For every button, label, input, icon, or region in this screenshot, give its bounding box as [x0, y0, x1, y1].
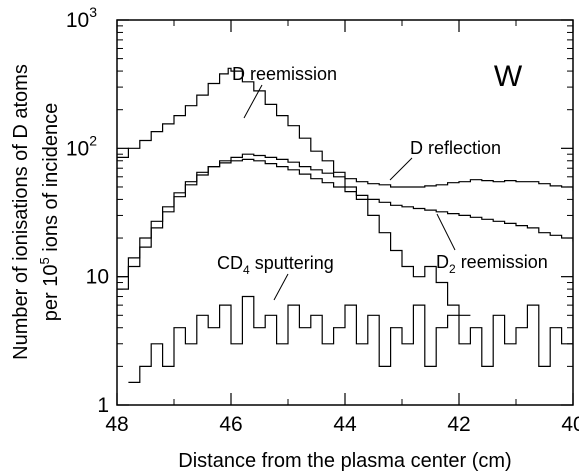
annotation-d2-leader: [436, 213, 456, 251]
x-tick-label: 46: [219, 413, 242, 436]
y-axis-title-suffix: ions of incidence: [40, 103, 62, 258]
annotation-d-reflection-leader: [389, 157, 413, 181]
y-tick-label: 10: [86, 266, 109, 289]
annotation-d2-suffix: reemission: [456, 252, 548, 272]
annotation-cd4-text: CD: [217, 253, 243, 273]
x-tick-label: 44: [333, 413, 357, 436]
annotation-d-reemission-leader: [243, 84, 263, 119]
annotation-cd4-sub: 4: [243, 263, 250, 277]
series-layer: [117, 67, 573, 383]
annotation-d-reflection: D reflection: [389, 138, 501, 181]
y-axis-title-line1: Number of ionisations of D atoms: [10, 64, 32, 360]
annotation-d-reflection-text: D reflection: [410, 138, 501, 158]
annotation-d2-text: D: [436, 252, 449, 272]
series-d-reflection: [117, 153, 573, 290]
x-tick-label: 48: [105, 413, 128, 436]
series-cd4-sputtering: [128, 295, 573, 383]
panel-label-w: W: [494, 60, 523, 93]
annotation-d2-reemission-text: D2 reemission: [436, 252, 548, 276]
annotation-d-reemission: D reemission: [232, 64, 337, 119]
y-tick-label: 103: [66, 4, 97, 32]
series-d-reemission: [117, 67, 471, 316]
series-line-d-reemission: [117, 67, 471, 316]
series-line-cd4-sputtering: [128, 295, 573, 383]
annotation-d-reemission-text: D reemission: [232, 64, 337, 84]
x-axis-title: Distance from the plasma center (cm): [178, 450, 511, 472]
ticks-layer: [116, 19, 574, 406]
y-axis-title: Number of ionisations of D atoms per 105…: [10, 64, 62, 360]
series-line-d-reflection: [117, 153, 573, 290]
annotation-cd4-leader: [273, 273, 289, 301]
y-axis-title-sup: 5: [37, 257, 52, 264]
x-tick-label: 42: [447, 413, 470, 436]
y-axis-title-prefix: per 10: [40, 265, 62, 322]
series-line-d2-reemission: [117, 158, 573, 278]
annotation-d2-sub: 2: [449, 262, 456, 276]
annotation-d2-reemission: D2 reemission: [436, 213, 548, 276]
x-tick-label: 40: [561, 413, 579, 436]
annotation-cd4-suffix: sputtering: [250, 253, 334, 273]
y-axis-title-line2: per 105 ions of incidence: [37, 103, 62, 322]
y-tick-label: 102: [66, 132, 97, 160]
annotation-cd4-sputtering: CD4 sputtering: [217, 253, 334, 301]
y-tick-label: 1: [97, 394, 109, 417]
annotation-cd4-sputtering-text: CD4 sputtering: [217, 253, 334, 277]
series-d2-reemission: [117, 158, 573, 278]
